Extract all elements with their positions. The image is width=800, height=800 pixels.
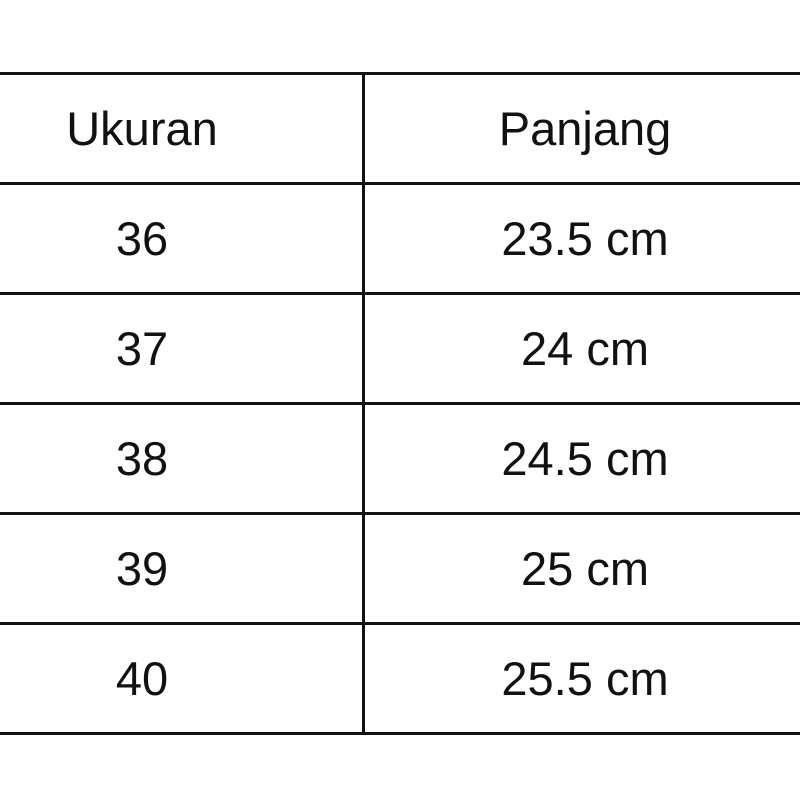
header-panjang: Panjang [498, 101, 672, 155]
cell-length: 24 cm [521, 321, 649, 375]
table-row-divider [0, 512, 800, 515]
table-row-divider [0, 622, 800, 625]
cell-length: 25.5 cm [501, 651, 669, 705]
cell-length: 23.5 cm [501, 211, 669, 265]
cell-size: 39 [115, 541, 169, 595]
cell-size: 40 [115, 651, 169, 705]
cell-length: 25 cm [521, 541, 649, 595]
cell-size: 37 [115, 321, 169, 375]
table-row-divider [0, 292, 800, 295]
table-row-divider [0, 182, 800, 185]
header-ukuran: Ukuran [66, 101, 218, 155]
cell-size: 38 [115, 431, 169, 485]
table-row-divider [0, 732, 800, 735]
column-divider [362, 72, 365, 735]
table-row-divider [0, 72, 800, 75]
cell-size: 36 [115, 211, 169, 265]
cell-length: 24.5 cm [501, 431, 669, 485]
table-row-divider [0, 402, 800, 405]
